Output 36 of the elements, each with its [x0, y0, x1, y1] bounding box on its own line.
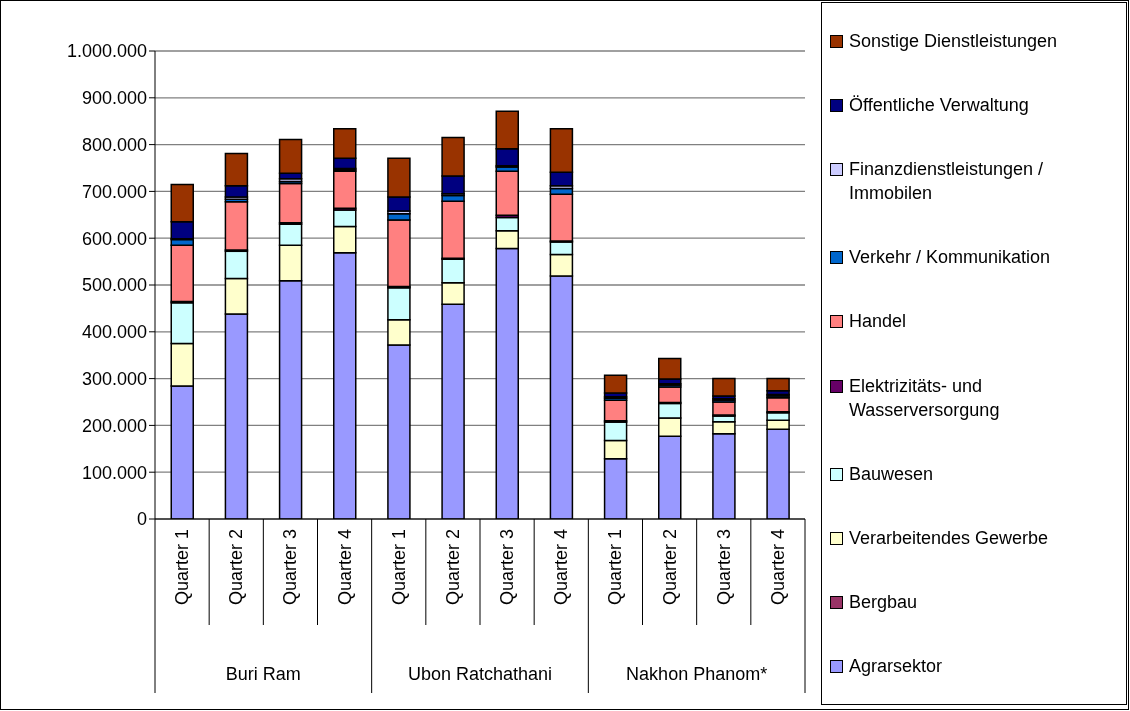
- x-tick-label: Quarter 3: [497, 529, 518, 606]
- text: Nakhon Phanom*: [625, 664, 769, 685]
- y-tick-label: 200.000: [81, 415, 147, 436]
- y-tick-label: 900.000: [81, 88, 147, 109]
- legend-label: Öffentliche Verwaltung: [849, 94, 1029, 118]
- legend-label: Agrarsektor: [849, 654, 943, 678]
- x-tick-label: Quarter 3: [280, 529, 301, 606]
- x-tick-label: Quarter 1: [172, 529, 193, 606]
- x-tick-label: Quarter 4: [334, 529, 355, 606]
- x-tick-label: Quarter 2: [659, 529, 680, 606]
- x-tick-label: Quarter 3: [713, 529, 734, 606]
- legend-label: Verarbeitendes Gewerbe: [849, 526, 1049, 550]
- y-tick-label: 1.000.000: [66, 41, 147, 62]
- y-tick-label: 0: [136, 509, 147, 530]
- legend-label: Sonstige Dienstleistungen: [849, 30, 1058, 54]
- legend-label: Elektrizitäts- und Wasserversorgung: [849, 374, 1001, 422]
- y-tick-label: 300.000: [81, 368, 147, 389]
- x-tick-label: Quarter 1: [605, 529, 626, 606]
- x-tick-label: Quarter 1: [388, 529, 409, 606]
- legend-label: Bergbau: [849, 590, 918, 614]
- legend-label: Handel: [849, 310, 907, 334]
- legend-label: Bauwesen: [849, 462, 934, 486]
- y-tick-label: 800.000: [81, 134, 147, 155]
- text: Ubon Ratchathani: [406, 664, 554, 685]
- text: Buri Ram: [224, 664, 302, 685]
- legend-label: Finanzdienstleistungen / Immobilen: [849, 158, 1045, 206]
- x-tick-label: Quarter 2: [226, 529, 247, 606]
- y-tick-label: 400.000: [81, 322, 147, 343]
- x-tick-label: Quarter 4: [767, 529, 788, 606]
- legend-label: Verkehr / Kommunikation: [849, 246, 1051, 270]
- y-tick-label: 700.000: [81, 181, 147, 202]
- y-tick-label: 600.000: [81, 228, 147, 249]
- y-tick-label: 500.000: [81, 275, 147, 296]
- x-tick-label: Quarter 4: [551, 529, 572, 606]
- x-tick-label: Quarter 2: [442, 529, 463, 606]
- y-tick-label: 100.000: [81, 462, 147, 483]
